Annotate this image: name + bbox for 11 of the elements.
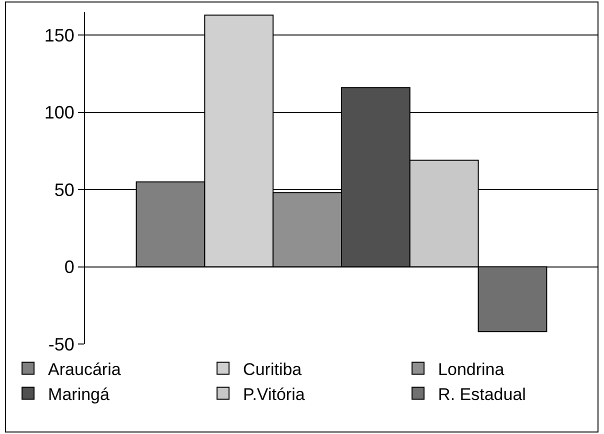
legend-label: Londrina — [438, 360, 505, 379]
y-tick-label: 0 — [64, 257, 74, 278]
legend-label: P.Vitória — [243, 384, 306, 404]
y-tick-label: 50 — [54, 180, 74, 200]
legend-label: Araucária — [48, 360, 122, 379]
y-tick-label: 100 — [44, 102, 74, 123]
legend-label: R. Estadual — [438, 384, 526, 404]
legend-label: Curitiba — [243, 360, 302, 379]
legend-label: Maringá — [48, 384, 110, 404]
y-tick-label: 150 — [44, 25, 74, 46]
y-tick-label: -50 — [48, 334, 74, 354]
